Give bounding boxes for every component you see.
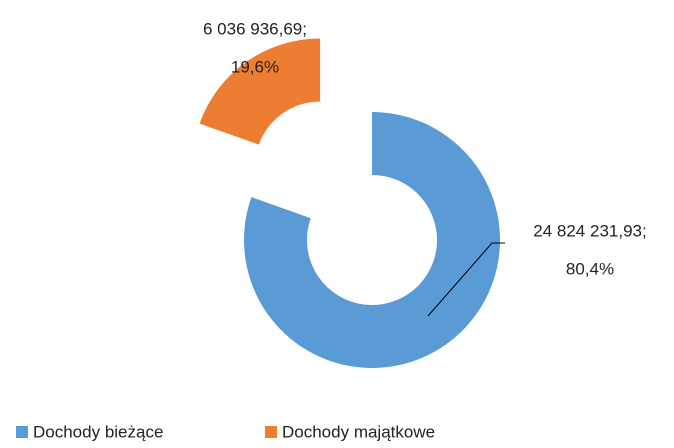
legend-label: Dochody majątkowe [282, 422, 435, 441]
legend-swatch [265, 426, 277, 438]
data-label: 6 036 936,69; [203, 19, 307, 38]
donut-slice [199, 38, 321, 145]
legend-label: Dochody bieżące [33, 422, 163, 441]
data-label-percent: 80,4% [566, 259, 614, 278]
legend-swatch [16, 426, 28, 438]
data-label: 24 824 231,93; [533, 221, 646, 240]
donut-slice [243, 112, 500, 368]
leader-line [427, 242, 505, 317]
data-label-percent: 19,6% [231, 57, 279, 76]
